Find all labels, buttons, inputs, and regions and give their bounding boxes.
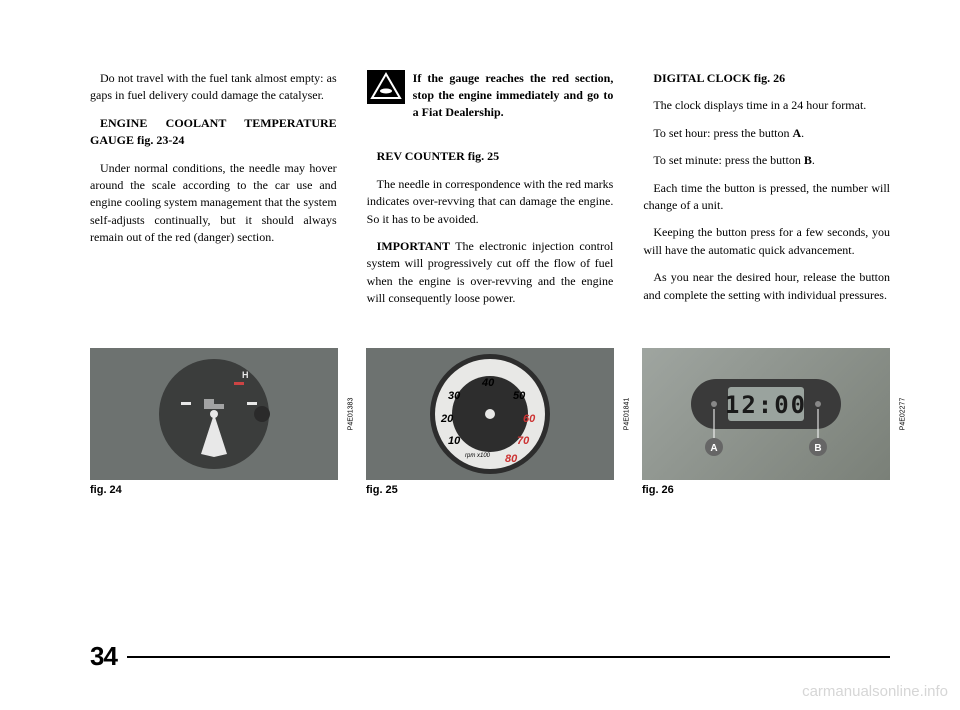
svg-text:20: 20 bbox=[440, 413, 454, 425]
col2-p1: The needle in correspondence with the re… bbox=[367, 176, 614, 228]
svg-text:H: H bbox=[242, 370, 249, 380]
col3-p5: Keeping the button press for a few secon… bbox=[643, 224, 890, 259]
warning-icon bbox=[367, 70, 405, 104]
col3-p2b: A bbox=[793, 126, 802, 140]
col3-p3b: B bbox=[804, 153, 812, 167]
figure-24: H P4E01383 fig. 24 bbox=[90, 348, 338, 496]
column-3: DIGITAL CLOCK fig. 26 The clock displays… bbox=[643, 70, 890, 318]
footer-line bbox=[127, 656, 890, 658]
figure-25-image: 10 20 30 40 50 60 70 80 rpm x100 bbox=[366, 348, 614, 480]
svg-text:50: 50 bbox=[513, 390, 526, 402]
col1-p2: Under normal conditions, the needle may … bbox=[90, 160, 337, 247]
clock-label-a: A bbox=[710, 443, 717, 454]
column-2: If the gauge reaches the red section, st… bbox=[367, 70, 614, 318]
svg-text:10: 10 bbox=[448, 435, 461, 447]
svg-text:30: 30 bbox=[448, 390, 461, 402]
tacho-unit: rpm x100 bbox=[465, 453, 491, 459]
col3-p2c: . bbox=[801, 126, 804, 140]
warning-box: If the gauge reaches the red section, st… bbox=[367, 70, 614, 120]
figure-24-caption: fig. 24 bbox=[90, 484, 338, 496]
col3-p4: Each time the button is pressed, the num… bbox=[643, 180, 890, 215]
svg-text:40: 40 bbox=[481, 377, 495, 389]
figure-25-code: P4E01841 bbox=[624, 397, 631, 430]
col2-p2: IMPORTANT The electronic injection contr… bbox=[367, 238, 614, 308]
important-label: IMPORTANT bbox=[377, 239, 450, 253]
col2-heading: REV COUNTER fig. 25 bbox=[367, 148, 614, 165]
svg-text:70: 70 bbox=[517, 435, 530, 447]
clock-time: 12:00 bbox=[725, 391, 807, 419]
svg-text:60: 60 bbox=[523, 413, 536, 425]
col3-p6: As you near the desired hour, release th… bbox=[643, 269, 890, 304]
svg-text:80: 80 bbox=[505, 453, 518, 465]
column-1: Do not travel with the fuel tank almost … bbox=[90, 70, 337, 318]
col1-p1: Do not travel with the fuel tank almost … bbox=[90, 70, 337, 105]
warning-text: If the gauge reaches the red section, st… bbox=[413, 70, 614, 120]
col3-p2: To set hour: press the button A. bbox=[643, 125, 890, 142]
col1-heading: ENGINE COOLANT TEMPERATURE GAUGE fig. 23… bbox=[90, 115, 337, 150]
col3-p1: The clock displays time in a 24 hour for… bbox=[643, 97, 890, 114]
page-footer: 34 bbox=[90, 641, 890, 672]
col3-p3a: To set minute: press the button bbox=[653, 153, 803, 167]
figure-26: 12:00 A B P4E02277 fig. 26 bbox=[642, 348, 890, 496]
clock-label-b: B bbox=[814, 443, 821, 454]
figure-25-caption: fig. 25 bbox=[366, 484, 614, 496]
figure-24-code: P4E01383 bbox=[348, 397, 355, 430]
col3-heading: DIGITAL CLOCK fig. 26 bbox=[643, 70, 890, 87]
col3-p3: To set minute: press the button B. bbox=[643, 152, 890, 169]
figure-24-image: H bbox=[90, 348, 338, 480]
figure-26-code: P4E02277 bbox=[900, 397, 907, 430]
figure-26-image: 12:00 A B bbox=[642, 348, 890, 480]
col3-p3c: . bbox=[812, 153, 815, 167]
figures-row: H P4E01383 fig. 24 bbox=[90, 348, 890, 496]
col3-p2a: To set hour: press the button bbox=[653, 126, 792, 140]
figure-26-caption: fig. 26 bbox=[642, 484, 890, 496]
watermark: carmanualsonline.info bbox=[802, 683, 948, 700]
figure-25: 10 20 30 40 50 60 70 80 rpm x100 P4E0184… bbox=[366, 348, 614, 496]
page-number: 34 bbox=[90, 641, 117, 672]
